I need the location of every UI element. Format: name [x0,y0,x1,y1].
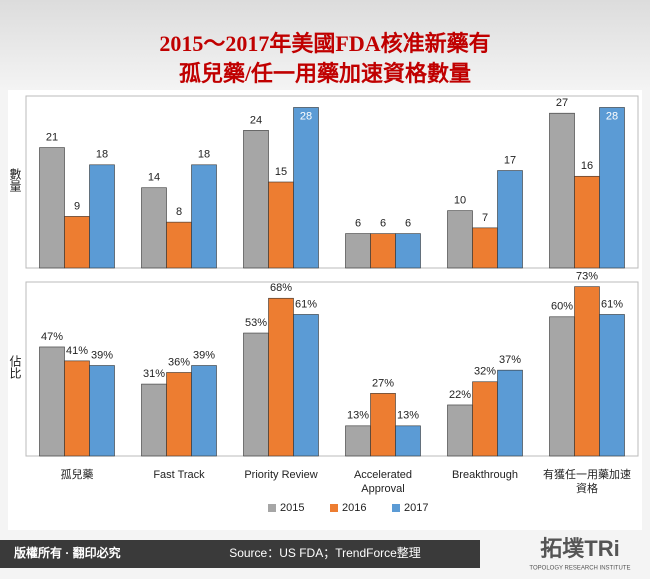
bar [166,221,192,269]
bar [395,233,421,269]
value-label: 17 [504,154,516,166]
source: Source：US FDA；TrendForce整理 [229,545,421,560]
y-axis-label: 佔比 [8,355,22,379]
x-tick-label: Breakthrough [451,469,519,481]
value-label: 14 [148,172,160,184]
value-label: 73% [576,271,598,283]
legend-label: 2015 [280,502,304,514]
bar [166,372,192,457]
bar [370,233,396,269]
x-tick-label: Accelerated Approval [353,469,413,495]
legend-label: 2016 [342,502,366,514]
bar [395,425,421,457]
bar [191,365,217,457]
x-tick-label: 孤兒藥 [60,469,94,481]
panel-frame [25,95,639,269]
value-label: 41% [66,345,88,357]
value-label: 18 [96,149,108,161]
bar [39,147,65,269]
footer-band [0,540,480,568]
value-label: 61% [601,298,623,310]
value-label: 24 [250,114,262,126]
value-label: 13% [347,410,369,422]
bar [293,107,319,269]
bar [89,164,115,269]
value-label: 18 [198,149,210,161]
value-label: 15 [275,166,287,178]
value-label: 37% [499,354,521,366]
title-line: 2015～2017年美國FDA核准新藥有 [159,31,490,56]
legend-swatch [268,504,276,512]
value-label: 6 [355,218,361,230]
bar [39,346,65,457]
panel-frame [25,281,639,457]
value-label: 6 [380,218,386,230]
value-label: 32% [474,366,496,378]
bar [447,210,473,269]
legend-swatch [392,504,400,512]
value-label: 61% [295,298,317,310]
value-label: 8 [176,206,182,218]
bar [370,393,396,457]
value-label: 53% [245,317,267,329]
bar [574,175,600,269]
bar [497,170,523,269]
value-label: 36% [168,356,190,368]
logo: 拓墣TRi [540,536,619,561]
bar [268,181,294,269]
bar [472,381,498,457]
bar [447,404,473,457]
value-label: 39% [91,349,113,361]
value-label: 47% [41,331,63,343]
x-tick-label: Priority Review [244,469,318,481]
bar [345,425,371,457]
y-axis-label: 數量 [8,168,22,192]
value-label: 27 [556,97,568,109]
x-tick-label: Fast Track [153,469,205,481]
bar [64,216,90,269]
bar [243,130,269,269]
bar [574,286,600,457]
legend-swatch [330,504,338,512]
bar [472,227,498,269]
bar [599,107,625,269]
bar [268,297,294,457]
bar [141,383,167,457]
value-label: 27% [372,377,394,389]
value-label: 22% [449,389,471,401]
value-label: 31% [143,368,165,380]
logo-subtitle: TOPOLOGY RESEARCH INSTITUTE [529,566,630,572]
value-label: 28 [606,110,618,122]
x-tick-label: 有獲任一用藥加速資格 [543,469,631,495]
value-label: 39% [193,349,215,361]
bar [141,187,167,269]
value-label: 6 [405,218,411,230]
value-label: 9 [74,200,80,212]
value-label: 28 [300,110,312,122]
copyright: 版權所有 · 翻印必究 [14,545,121,560]
bar [599,314,625,457]
bar [549,316,575,457]
title-line: 孤兒藥/任一用藥加速資格數量 [179,61,471,86]
value-label: 10 [454,195,466,207]
legend-label: 2017 [404,502,428,514]
bar [293,314,319,457]
bar [345,233,371,269]
value-label: 16 [581,160,593,172]
value-label: 21 [46,132,58,144]
value-label: 68% [270,282,292,294]
bar [243,332,269,457]
bar [549,112,575,269]
value-label: 60% [551,301,573,313]
bar [64,360,90,457]
value-label: 13% [397,410,419,422]
chart-area [8,90,642,530]
bar [191,164,217,269]
bar [497,369,523,457]
value-label: 7 [482,212,488,224]
bar [89,365,115,457]
